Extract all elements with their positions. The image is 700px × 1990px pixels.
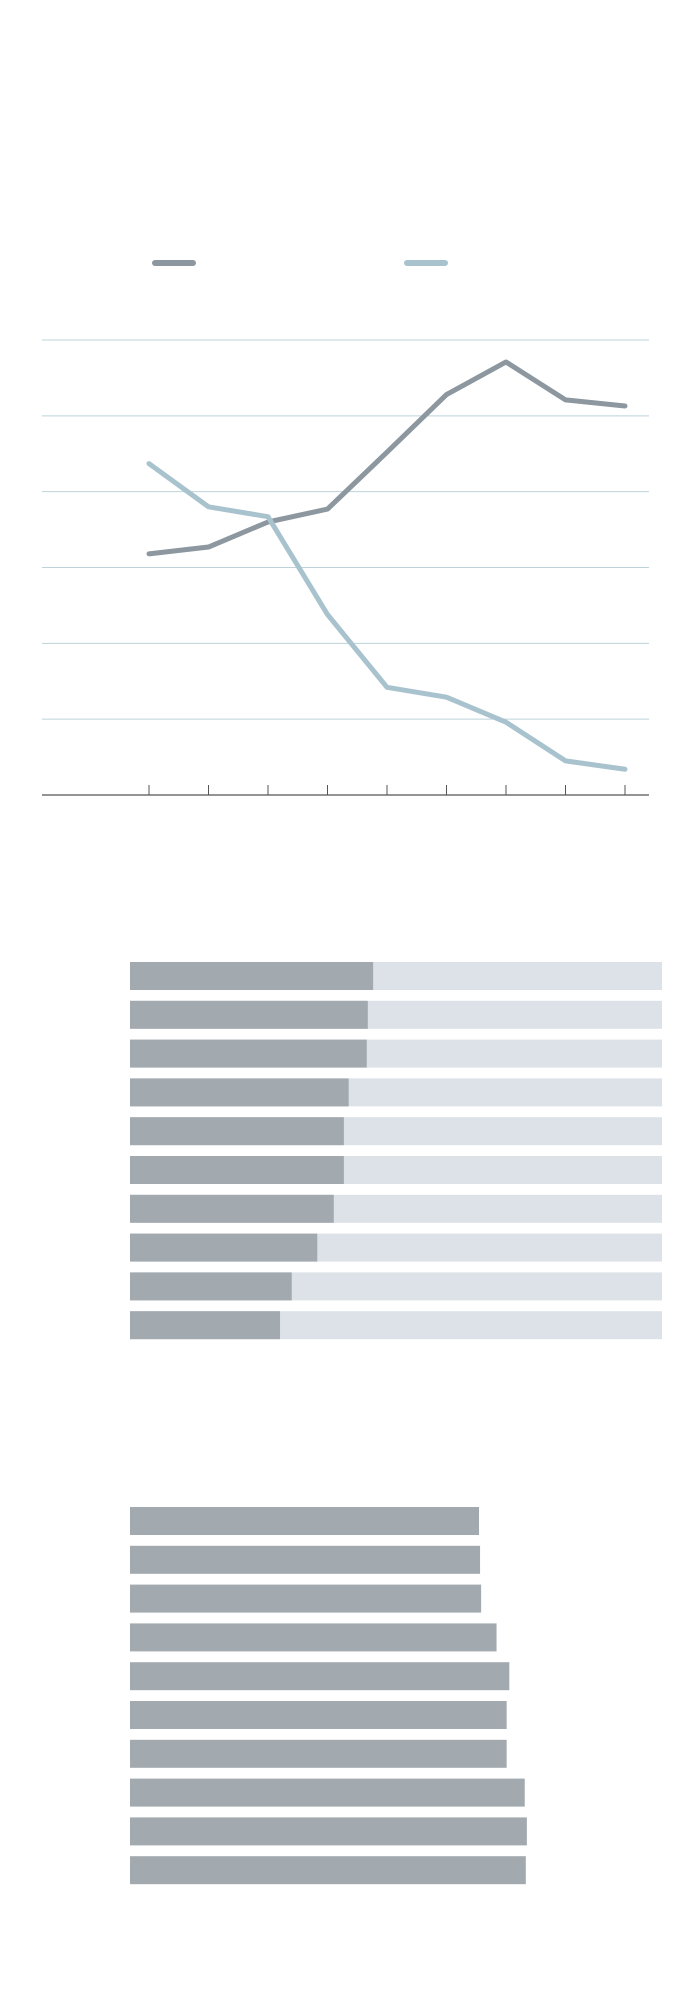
- bar: [130, 962, 374, 990]
- bar: [130, 1507, 479, 1535]
- bar: [130, 1156, 344, 1184]
- line-series: [146, 359, 628, 557]
- bar: [130, 1778, 525, 1807]
- bar: [130, 1000, 368, 1029]
- bar: [130, 1856, 526, 1885]
- bar: [130, 1117, 344, 1146]
- bar: [130, 1194, 334, 1223]
- bar: [130, 1623, 497, 1652]
- bar: [130, 1817, 527, 1846]
- bar: [130, 1584, 482, 1613]
- bar: [130, 1739, 507, 1768]
- bar: [130, 1662, 510, 1691]
- bar: [130, 1545, 481, 1574]
- bar: [130, 1272, 292, 1301]
- bar: [130, 1701, 507, 1729]
- line-series: [146, 461, 628, 772]
- bar: [130, 1039, 367, 1068]
- bar: [130, 1311, 281, 1340]
- bar: [130, 1233, 318, 1262]
- bar: [130, 1078, 349, 1107]
